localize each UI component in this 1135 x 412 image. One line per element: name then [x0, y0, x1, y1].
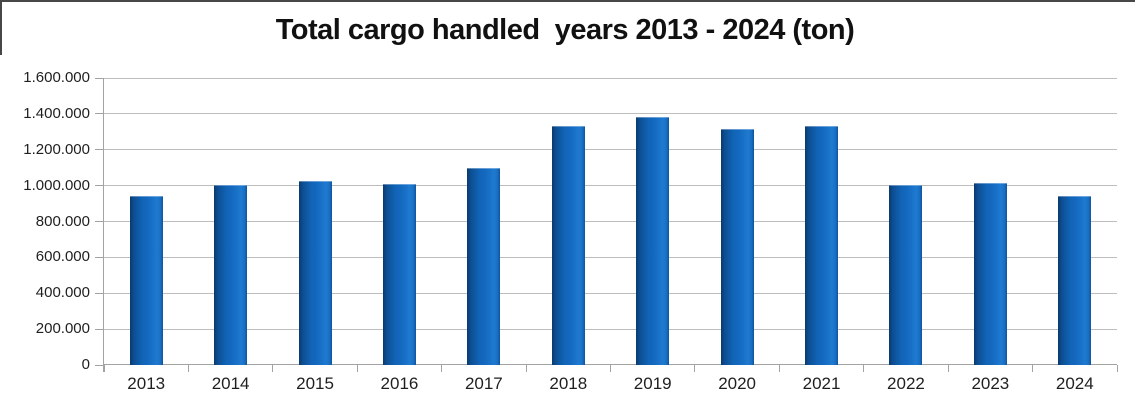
- y-axis-tick: [95, 221, 104, 222]
- top-border-line: [0, 0, 1135, 2]
- y-axis-line: [103, 78, 104, 372]
- bar-2018: [551, 125, 585, 365]
- y-axis-tick: [95, 77, 104, 79]
- left-border-line: [0, 0, 2, 55]
- y-axis-tick: [95, 328, 104, 330]
- x-axis-label-2023: 2023: [971, 374, 1010, 393]
- x-axis-tick: [694, 365, 696, 372]
- x-axis-line: [104, 364, 1117, 365]
- x-axis-tick: [778, 365, 780, 372]
- x-axis-tick: [272, 365, 274, 372]
- y-axis-label: 1.600.000: [23, 69, 90, 86]
- bar-2017: [467, 167, 501, 365]
- y-axis-label: 800.000: [35, 212, 90, 230]
- y-axis-tick: [95, 185, 104, 187]
- bar-2024: [1058, 195, 1092, 365]
- x-axis-tick: [1032, 365, 1034, 372]
- bar-2015: [298, 181, 332, 365]
- y-axis-label: 600.000: [35, 248, 90, 266]
- x-axis-tick: [863, 365, 865, 372]
- gridline-600.000: [104, 256, 1117, 258]
- x-axis-tick: [610, 365, 611, 372]
- x-axis-label-2018: 2018: [549, 374, 588, 393]
- gridline-200.000: [104, 328, 1117, 330]
- y-axis-label: 0: [81, 356, 90, 373]
- bar-2013: [129, 196, 163, 365]
- gridline-1.400.000: [104, 113, 1117, 115]
- plot-area: 0 200.000 400.000 600.000 800.000 1.000.000 1.…: [23, 69, 1118, 393]
- y-axis-label: 1.400.000: [23, 104, 90, 122]
- x-axis-label-2015: 2015: [296, 374, 334, 393]
- x-axis-label-2019: 2019: [633, 374, 672, 393]
- y-axis-tick: [95, 364, 104, 366]
- y-axis-tick: [95, 113, 104, 115]
- bar-2023: [973, 182, 1007, 365]
- gridline-800.000: [104, 221, 1117, 222]
- y-axis-label: 1.200.000: [23, 140, 90, 158]
- x-axis-label-2021: 2021: [802, 374, 841, 393]
- x-axis-tick: [525, 365, 527, 372]
- bar-2021: [805, 126, 839, 365]
- gridline-400.000: [104, 292, 1117, 294]
- x-axis-tick: [441, 365, 443, 372]
- x-axis-label-2014: 2014: [211, 374, 250, 393]
- x-axis-label-2024: 2024: [1055, 374, 1094, 393]
- gridline-1.600.000: [104, 77, 1117, 79]
- y-axis-tick: [95, 149, 104, 151]
- x-axis-label-2022: 2022: [887, 374, 925, 393]
- x-axis-label-2013: 2013: [127, 374, 166, 393]
- x-axis-label-2017: 2017: [464, 374, 503, 393]
- chart-title: Total cargo handled years 2013 - 2024 (t…: [275, 14, 855, 46]
- x-axis-tick: [187, 365, 189, 372]
- gridline-1.200.000: [104, 149, 1117, 151]
- gridline-1.000.000: [104, 185, 1117, 187]
- bar-2022: [889, 184, 923, 365]
- y-axis-tick: [95, 292, 104, 294]
- x-axis-tick: [103, 365, 105, 372]
- bar-2014: [214, 184, 248, 365]
- y-axis-tick: [95, 256, 104, 258]
- x-axis-tick: [356, 365, 358, 372]
- x-axis-label-2020: 2020: [718, 374, 757, 393]
- bar-2020: [720, 129, 754, 365]
- x-axis-tick: [1116, 365, 1118, 372]
- x-axis-label-2016: 2016: [380, 374, 419, 393]
- x-axis-tick: [947, 365, 949, 372]
- bar-2019: [636, 117, 670, 365]
- y-axis-label: 400.000: [35, 284, 90, 302]
- bar-2016: [382, 183, 416, 365]
- y-axis-label: 1.000.000: [23, 176, 90, 194]
- y-axis-label: 200.000: [35, 320, 90, 338]
